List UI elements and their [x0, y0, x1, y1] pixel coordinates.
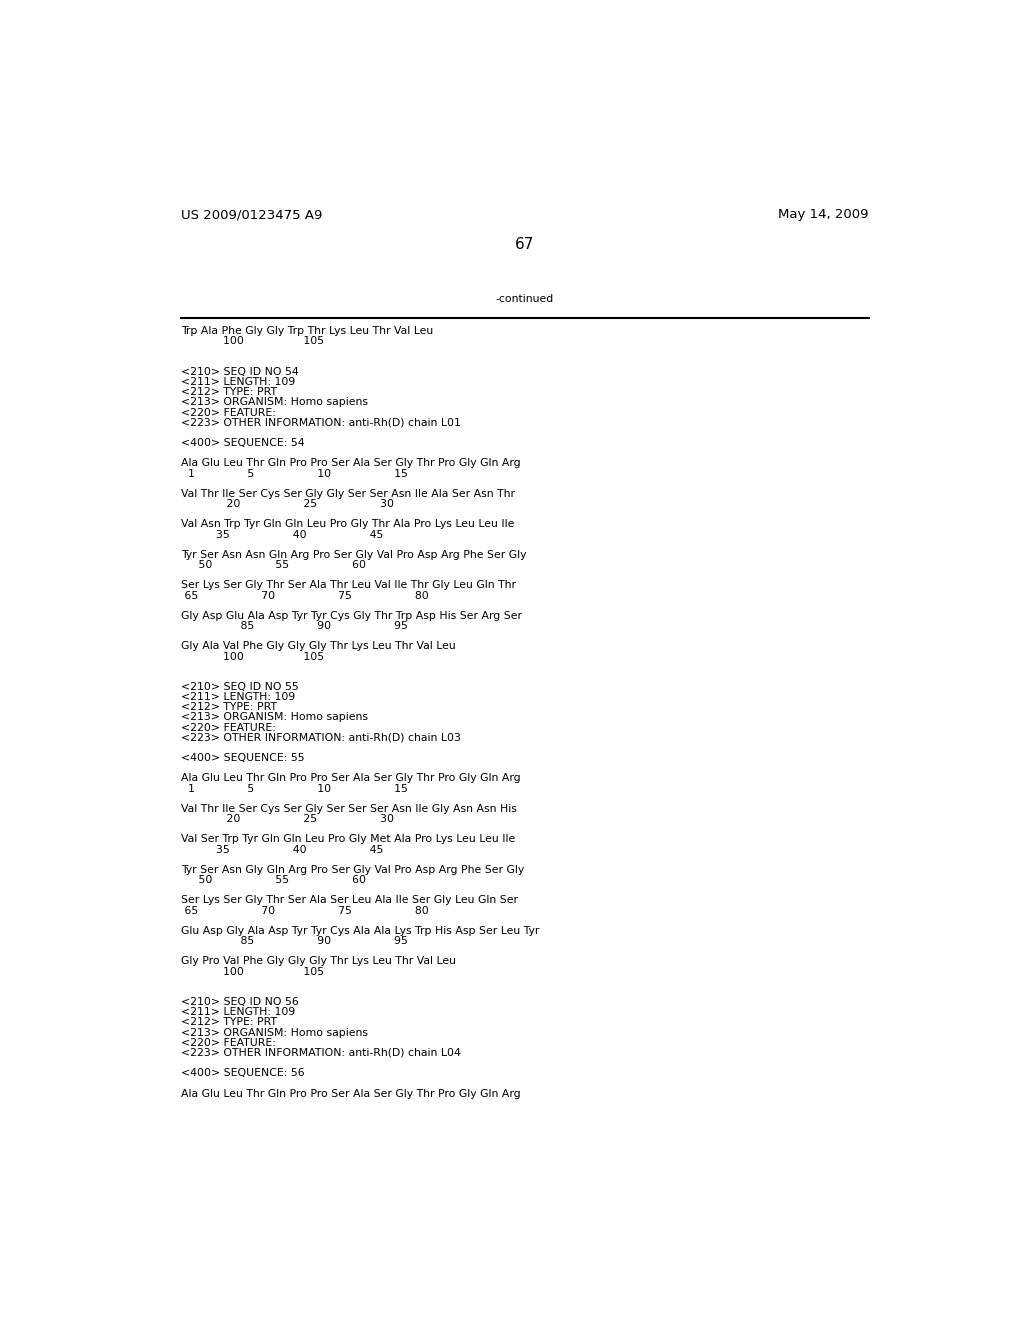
Text: 20                  25                  30: 20 25 30: [180, 499, 393, 510]
Text: Gly Asp Glu Ala Asp Tyr Tyr Cys Gly Thr Trp Asp His Ser Arg Ser: Gly Asp Glu Ala Asp Tyr Tyr Cys Gly Thr …: [180, 611, 521, 620]
Text: 50                  55                  60: 50 55 60: [180, 560, 366, 570]
Text: <220> FEATURE:: <220> FEATURE:: [180, 1038, 275, 1048]
Text: <211> LENGTH: 109: <211> LENGTH: 109: [180, 692, 295, 702]
Text: Glu Asp Gly Ala Asp Tyr Tyr Cys Ala Ala Lys Trp His Asp Ser Leu Tyr: Glu Asp Gly Ala Asp Tyr Tyr Cys Ala Ala …: [180, 925, 539, 936]
Text: <212> TYPE: PRT: <212> TYPE: PRT: [180, 387, 276, 397]
Text: May 14, 2009: May 14, 2009: [778, 209, 869, 222]
Text: 1               5                  10                  15: 1 5 10 15: [180, 784, 408, 793]
Text: Tyr Ser Asn Asn Gln Arg Pro Ser Gly Val Pro Asp Arg Phe Ser Gly: Tyr Ser Asn Asn Gln Arg Pro Ser Gly Val …: [180, 550, 526, 560]
Text: Val Ser Trp Tyr Gln Gln Leu Pro Gly Met Ala Pro Lys Leu Leu Ile: Val Ser Trp Tyr Gln Gln Leu Pro Gly Met …: [180, 834, 515, 845]
Text: 1               5                  10                  15: 1 5 10 15: [180, 469, 408, 479]
Text: <220> FEATURE:: <220> FEATURE:: [180, 722, 275, 733]
Text: <220> FEATURE:: <220> FEATURE:: [180, 408, 275, 417]
Text: 85                  90                  95: 85 90 95: [180, 620, 408, 631]
Text: Ser Lys Ser Gly Thr Ser Ala Thr Leu Val Ile Thr Gly Leu Gln Thr: Ser Lys Ser Gly Thr Ser Ala Thr Leu Val …: [180, 581, 516, 590]
Text: <212> TYPE: PRT: <212> TYPE: PRT: [180, 702, 276, 713]
Text: Ala Glu Leu Thr Gln Pro Pro Ser Ala Ser Gly Thr Pro Gly Gln Arg: Ala Glu Leu Thr Gln Pro Pro Ser Ala Ser …: [180, 458, 520, 469]
Text: <400> SEQUENCE: 55: <400> SEQUENCE: 55: [180, 754, 304, 763]
Text: <210> SEQ ID NO 56: <210> SEQ ID NO 56: [180, 997, 298, 1007]
Text: Tyr Ser Asn Gly Gln Arg Pro Ser Gly Val Pro Asp Arg Phe Ser Gly: Tyr Ser Asn Gly Gln Arg Pro Ser Gly Val …: [180, 865, 524, 875]
Text: <212> TYPE: PRT: <212> TYPE: PRT: [180, 1018, 276, 1027]
Text: Val Thr Ile Ser Cys Ser Gly Ser Ser Ser Asn Ile Gly Asn Asn His: Val Thr Ile Ser Cys Ser Gly Ser Ser Ser …: [180, 804, 516, 814]
Text: <213> ORGANISM: Homo sapiens: <213> ORGANISM: Homo sapiens: [180, 397, 368, 408]
Text: Ala Glu Leu Thr Gln Pro Pro Ser Ala Ser Gly Thr Pro Gly Gln Arg: Ala Glu Leu Thr Gln Pro Pro Ser Ala Ser …: [180, 774, 520, 784]
Text: <400> SEQUENCE: 56: <400> SEQUENCE: 56: [180, 1068, 304, 1078]
Text: 50                  55                  60: 50 55 60: [180, 875, 366, 886]
Text: 65                  70                  75                  80: 65 70 75 80: [180, 590, 428, 601]
Text: 35                  40                  45: 35 40 45: [180, 529, 383, 540]
Text: Ala Glu Leu Thr Gln Pro Pro Ser Ala Ser Gly Thr Pro Gly Gln Arg: Ala Glu Leu Thr Gln Pro Pro Ser Ala Ser …: [180, 1089, 520, 1098]
Text: Gly Pro Val Phe Gly Gly Gly Thr Lys Leu Thr Val Leu: Gly Pro Val Phe Gly Gly Gly Thr Lys Leu …: [180, 957, 456, 966]
Text: 67: 67: [515, 238, 535, 252]
Text: <211> LENGTH: 109: <211> LENGTH: 109: [180, 378, 295, 387]
Text: Val Thr Ile Ser Cys Ser Gly Gly Ser Ser Asn Ile Ala Ser Asn Thr: Val Thr Ile Ser Cys Ser Gly Gly Ser Ser …: [180, 488, 515, 499]
Text: <211> LENGTH: 109: <211> LENGTH: 109: [180, 1007, 295, 1018]
Text: <210> SEQ ID NO 55: <210> SEQ ID NO 55: [180, 682, 298, 692]
Text: 100                 105: 100 105: [180, 337, 324, 346]
Text: <223> OTHER INFORMATION: anti-Rh(D) chain L01: <223> OTHER INFORMATION: anti-Rh(D) chai…: [180, 417, 461, 428]
Text: <210> SEQ ID NO 54: <210> SEQ ID NO 54: [180, 367, 298, 378]
Text: US 2009/0123475 A9: US 2009/0123475 A9: [180, 209, 323, 222]
Text: <400> SEQUENCE: 54: <400> SEQUENCE: 54: [180, 438, 304, 447]
Text: -continued: -continued: [496, 294, 554, 304]
Text: 85                  90                  95: 85 90 95: [180, 936, 408, 946]
Text: Trp Ala Phe Gly Gly Trp Thr Lys Leu Thr Val Leu: Trp Ala Phe Gly Gly Trp Thr Lys Leu Thr …: [180, 326, 433, 337]
Text: <213> ORGANISM: Homo sapiens: <213> ORGANISM: Homo sapiens: [180, 1027, 368, 1038]
Text: Val Asn Trp Tyr Gln Gln Leu Pro Gly Thr Ala Pro Lys Leu Leu Ile: Val Asn Trp Tyr Gln Gln Leu Pro Gly Thr …: [180, 519, 514, 529]
Text: 20                  25                  30: 20 25 30: [180, 814, 393, 824]
Text: <223> OTHER INFORMATION: anti-Rh(D) chain L03: <223> OTHER INFORMATION: anti-Rh(D) chai…: [180, 733, 461, 743]
Text: <223> OTHER INFORMATION: anti-Rh(D) chain L04: <223> OTHER INFORMATION: anti-Rh(D) chai…: [180, 1048, 461, 1057]
Text: Ser Lys Ser Gly Thr Ser Ala Ser Leu Ala Ile Ser Gly Leu Gln Ser: Ser Lys Ser Gly Thr Ser Ala Ser Leu Ala …: [180, 895, 518, 906]
Text: Gly Ala Val Phe Gly Gly Gly Thr Lys Leu Thr Val Leu: Gly Ala Val Phe Gly Gly Gly Thr Lys Leu …: [180, 642, 456, 651]
Text: 35                  40                  45: 35 40 45: [180, 845, 383, 854]
Text: <213> ORGANISM: Homo sapiens: <213> ORGANISM: Homo sapiens: [180, 713, 368, 722]
Text: 65                  70                  75                  80: 65 70 75 80: [180, 906, 428, 916]
Text: 100                 105: 100 105: [180, 652, 324, 661]
Text: 100                 105: 100 105: [180, 966, 324, 977]
